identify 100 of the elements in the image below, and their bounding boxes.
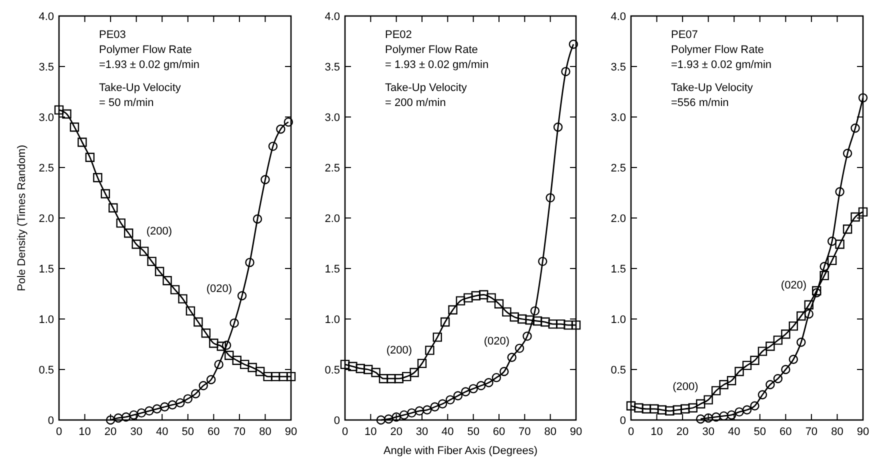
y-tick-label: 3.5 xyxy=(610,62,626,74)
point xyxy=(276,124,286,134)
point xyxy=(788,354,798,364)
y-tick-label: 3.5 xyxy=(324,62,340,74)
point xyxy=(402,372,412,382)
point xyxy=(804,300,814,310)
y-tick-label: 2.5 xyxy=(324,162,340,174)
point xyxy=(356,364,365,374)
y-tick-label: 1.0 xyxy=(610,314,626,326)
point xyxy=(62,109,72,119)
point xyxy=(425,346,434,355)
x-tick-label: 80 xyxy=(831,426,844,438)
point xyxy=(750,401,760,410)
point xyxy=(214,360,224,370)
point xyxy=(260,175,270,184)
series-label: (200) xyxy=(672,380,698,393)
point xyxy=(438,399,448,408)
point xyxy=(672,405,682,414)
x-tick-label: 30 xyxy=(130,426,142,438)
point xyxy=(835,240,844,249)
point xyxy=(453,391,463,400)
y-tick-label: 0 xyxy=(334,415,340,427)
point xyxy=(546,193,555,202)
point xyxy=(162,276,172,286)
x-axis-title: Angle with Fiber Axis (Degrees) xyxy=(383,445,538,457)
x-tick-label: 30 xyxy=(702,426,714,438)
point xyxy=(384,414,394,424)
point xyxy=(440,317,450,327)
x-tick-label: 90 xyxy=(570,426,582,438)
series-label: (020) xyxy=(206,282,232,295)
point xyxy=(500,366,509,376)
point xyxy=(788,321,798,331)
point xyxy=(430,402,440,412)
point xyxy=(750,356,760,366)
point xyxy=(240,360,250,370)
x-tick-label: 10 xyxy=(650,426,663,438)
point xyxy=(446,395,455,404)
x-tick-label: 60 xyxy=(780,426,792,438)
point xyxy=(796,311,806,321)
point xyxy=(726,376,736,386)
point xyxy=(626,401,636,410)
y-tick-label: 0 xyxy=(48,415,54,427)
point xyxy=(514,344,524,353)
point xyxy=(696,399,706,408)
point xyxy=(230,318,239,328)
point xyxy=(835,187,844,196)
x-tick-label: 20 xyxy=(390,426,402,438)
point xyxy=(796,338,806,347)
y-tick-label: 4.0 xyxy=(610,11,626,23)
point xyxy=(70,122,80,132)
point xyxy=(263,372,272,382)
point xyxy=(464,293,473,302)
point xyxy=(492,372,502,382)
y-tick-label: 3.0 xyxy=(610,112,626,124)
x-tick-label: 10 xyxy=(78,426,91,438)
annotation: = 50 m/min xyxy=(99,97,154,109)
point xyxy=(222,340,232,350)
point xyxy=(209,338,218,348)
point xyxy=(479,290,488,300)
y-tick-label: 0.5 xyxy=(38,364,54,376)
point xyxy=(766,342,775,351)
annotation: PE07 xyxy=(671,29,698,41)
x-tick-label: 50 xyxy=(467,426,480,438)
x-tick-label: 40 xyxy=(156,426,168,438)
point xyxy=(773,336,783,345)
point xyxy=(468,384,478,394)
y-tick-label: 2.5 xyxy=(610,162,626,174)
point xyxy=(726,410,736,420)
point xyxy=(410,368,419,378)
point xyxy=(245,258,254,268)
point xyxy=(530,306,540,316)
point xyxy=(642,404,652,414)
point xyxy=(471,291,480,300)
x-tick-label: 40 xyxy=(442,426,454,438)
annotation: =556 m/min xyxy=(671,97,729,109)
point xyxy=(132,240,141,249)
point xyxy=(116,218,126,228)
y-tick-label: 3.5 xyxy=(38,62,54,74)
x-tick-label: 80 xyxy=(544,426,556,438)
point xyxy=(734,366,744,376)
annotation: PE03 xyxy=(99,29,126,41)
point xyxy=(561,66,570,76)
point xyxy=(108,203,118,212)
y-tick-label: 2.0 xyxy=(324,213,340,225)
y-tick-label: 2.0 xyxy=(610,213,626,225)
x-tick-label: 60 xyxy=(492,426,506,438)
annotation: Polymer Flow Rate xyxy=(671,44,764,56)
y-tick-label: 2.0 xyxy=(38,213,54,225)
y-tick-label: 1.0 xyxy=(38,314,54,326)
point xyxy=(758,390,768,400)
point xyxy=(136,408,146,418)
point xyxy=(186,306,196,316)
x-tick-label: 0 xyxy=(628,426,634,438)
point xyxy=(448,305,458,315)
point xyxy=(734,407,744,417)
x-tick-label: 60 xyxy=(208,426,220,438)
annotation: Polymer Flow Rate xyxy=(385,44,478,56)
point xyxy=(553,122,563,132)
point xyxy=(711,386,721,396)
annotation: = 1.93 ± 0.02 gm/min xyxy=(385,59,489,71)
